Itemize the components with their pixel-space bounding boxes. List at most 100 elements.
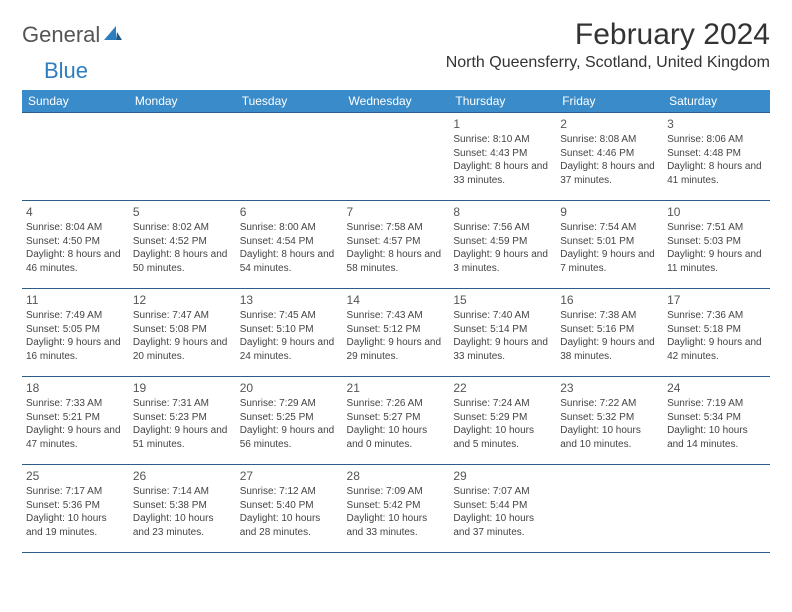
day-sunset: Sunset: 5:01 PM	[560, 235, 659, 249]
day-daylight: Daylight: 9 hours and 29 minutes.	[347, 336, 446, 363]
calendar-day-cell: 27Sunrise: 7:12 AMSunset: 5:40 PMDayligh…	[236, 465, 343, 553]
day-sunrise: Sunrise: 7:26 AM	[347, 397, 446, 411]
day-sunset: Sunset: 4:59 PM	[453, 235, 552, 249]
day-header: Tuesday	[236, 90, 343, 113]
day-daylight: Daylight: 9 hours and 20 minutes.	[133, 336, 232, 363]
calendar-day-cell: 11Sunrise: 7:49 AMSunset: 5:05 PMDayligh…	[22, 289, 129, 377]
day-daylight: Daylight: 9 hours and 3 minutes.	[453, 248, 552, 275]
day-number: 15	[453, 292, 552, 308]
day-sunset: Sunset: 5:27 PM	[347, 411, 446, 425]
day-number: 21	[347, 380, 446, 396]
day-sunrise: Sunrise: 7:51 AM	[667, 221, 766, 235]
day-number: 18	[26, 380, 125, 396]
calendar-day-cell: 29Sunrise: 7:07 AMSunset: 5:44 PMDayligh…	[449, 465, 556, 553]
day-sunset: Sunset: 5:21 PM	[26, 411, 125, 425]
day-number: 17	[667, 292, 766, 308]
brand-sail-icon	[102, 22, 122, 48]
calendar-day-cell: 7Sunrise: 7:58 AMSunset: 4:57 PMDaylight…	[343, 201, 450, 289]
day-sunset: Sunset: 5:29 PM	[453, 411, 552, 425]
day-number: 4	[26, 204, 125, 220]
day-number: 19	[133, 380, 232, 396]
calendar-week-row: 25Sunrise: 7:17 AMSunset: 5:36 PMDayligh…	[22, 465, 770, 553]
day-daylight: Daylight: 10 hours and 14 minutes.	[667, 424, 766, 451]
day-sunrise: Sunrise: 7:43 AM	[347, 309, 446, 323]
day-sunset: Sunset: 4:50 PM	[26, 235, 125, 249]
day-daylight: Daylight: 9 hours and 16 minutes.	[26, 336, 125, 363]
day-sunrise: Sunrise: 7:29 AM	[240, 397, 339, 411]
calendar-week-row: 18Sunrise: 7:33 AMSunset: 5:21 PMDayligh…	[22, 377, 770, 465]
day-number: 14	[347, 292, 446, 308]
day-sunset: Sunset: 5:08 PM	[133, 323, 232, 337]
day-daylight: Daylight: 8 hours and 33 minutes.	[453, 160, 552, 187]
day-number: 12	[133, 292, 232, 308]
calendar-day-cell: 8Sunrise: 7:56 AMSunset: 4:59 PMDaylight…	[449, 201, 556, 289]
day-daylight: Daylight: 9 hours and 11 minutes.	[667, 248, 766, 275]
day-daylight: Daylight: 10 hours and 23 minutes.	[133, 512, 232, 539]
day-sunrise: Sunrise: 7:47 AM	[133, 309, 232, 323]
calendar-day-cell: 1Sunrise: 8:10 AMSunset: 4:43 PMDaylight…	[449, 113, 556, 201]
day-sunrise: Sunrise: 7:36 AM	[667, 309, 766, 323]
calendar-day-cell: 23Sunrise: 7:22 AMSunset: 5:32 PMDayligh…	[556, 377, 663, 465]
day-sunset: Sunset: 5:36 PM	[26, 499, 125, 513]
day-sunset: Sunset: 4:46 PM	[560, 147, 659, 161]
calendar-day-cell: 21Sunrise: 7:26 AMSunset: 5:27 PMDayligh…	[343, 377, 450, 465]
day-sunrise: Sunrise: 7:54 AM	[560, 221, 659, 235]
day-sunrise: Sunrise: 7:24 AM	[453, 397, 552, 411]
calendar-day-cell: 12Sunrise: 7:47 AMSunset: 5:08 PMDayligh…	[129, 289, 236, 377]
day-number: 9	[560, 204, 659, 220]
day-sunrise: Sunrise: 7:19 AM	[667, 397, 766, 411]
calendar-day-cell: 25Sunrise: 7:17 AMSunset: 5:36 PMDayligh…	[22, 465, 129, 553]
day-number: 3	[667, 116, 766, 132]
day-sunset: Sunset: 4:54 PM	[240, 235, 339, 249]
day-sunset: Sunset: 5:05 PM	[26, 323, 125, 337]
day-sunrise: Sunrise: 7:33 AM	[26, 397, 125, 411]
calendar-day-cell: 6Sunrise: 8:00 AMSunset: 4:54 PMDaylight…	[236, 201, 343, 289]
day-sunset: Sunset: 5:42 PM	[347, 499, 446, 513]
calendar-day-cell: 18Sunrise: 7:33 AMSunset: 5:21 PMDayligh…	[22, 377, 129, 465]
day-number: 11	[26, 292, 125, 308]
day-sunrise: Sunrise: 7:56 AM	[453, 221, 552, 235]
day-sunset: Sunset: 5:25 PM	[240, 411, 339, 425]
calendar-day-cell: 4Sunrise: 8:04 AMSunset: 4:50 PMDaylight…	[22, 201, 129, 289]
calendar-empty-cell	[22, 113, 129, 201]
calendar-day-cell: 20Sunrise: 7:29 AMSunset: 5:25 PMDayligh…	[236, 377, 343, 465]
day-sunset: Sunset: 4:43 PM	[453, 147, 552, 161]
day-header: Thursday	[449, 90, 556, 113]
day-daylight: Daylight: 8 hours and 46 minutes.	[26, 248, 125, 275]
day-header: Sunday	[22, 90, 129, 113]
calendar-week-row: 11Sunrise: 7:49 AMSunset: 5:05 PMDayligh…	[22, 289, 770, 377]
day-daylight: Daylight: 9 hours and 51 minutes.	[133, 424, 232, 451]
day-sunset: Sunset: 5:03 PM	[667, 235, 766, 249]
day-number: 28	[347, 468, 446, 484]
day-number: 29	[453, 468, 552, 484]
day-sunrise: Sunrise: 7:40 AM	[453, 309, 552, 323]
day-sunset: Sunset: 5:10 PM	[240, 323, 339, 337]
day-header: Monday	[129, 90, 236, 113]
calendar-empty-cell	[663, 465, 770, 553]
day-number: 26	[133, 468, 232, 484]
brand-part1: General	[22, 22, 100, 48]
day-daylight: Daylight: 8 hours and 41 minutes.	[667, 160, 766, 187]
calendar-day-cell: 5Sunrise: 8:02 AMSunset: 4:52 PMDaylight…	[129, 201, 236, 289]
day-number: 13	[240, 292, 339, 308]
day-daylight: Daylight: 9 hours and 24 minutes.	[240, 336, 339, 363]
day-sunrise: Sunrise: 8:08 AM	[560, 133, 659, 147]
day-sunrise: Sunrise: 8:04 AM	[26, 221, 125, 235]
day-daylight: Daylight: 9 hours and 47 minutes.	[26, 424, 125, 451]
brand-logo: General	[22, 22, 122, 48]
day-header-row: SundayMondayTuesdayWednesdayThursdayFrid…	[22, 90, 770, 113]
month-title: February 2024	[446, 18, 770, 52]
day-sunset: Sunset: 5:34 PM	[667, 411, 766, 425]
day-sunset: Sunset: 5:38 PM	[133, 499, 232, 513]
day-sunset: Sunset: 5:16 PM	[560, 323, 659, 337]
day-sunrise: Sunrise: 8:06 AM	[667, 133, 766, 147]
day-number: 22	[453, 380, 552, 396]
calendar-day-cell: 9Sunrise: 7:54 AMSunset: 5:01 PMDaylight…	[556, 201, 663, 289]
day-sunrise: Sunrise: 7:12 AM	[240, 485, 339, 499]
day-daylight: Daylight: 10 hours and 19 minutes.	[26, 512, 125, 539]
day-daylight: Daylight: 8 hours and 37 minutes.	[560, 160, 659, 187]
location-subtitle: North Queensferry, Scotland, United King…	[446, 54, 770, 72]
day-sunrise: Sunrise: 7:22 AM	[560, 397, 659, 411]
day-sunrise: Sunrise: 7:07 AM	[453, 485, 552, 499]
day-sunset: Sunset: 5:44 PM	[453, 499, 552, 513]
